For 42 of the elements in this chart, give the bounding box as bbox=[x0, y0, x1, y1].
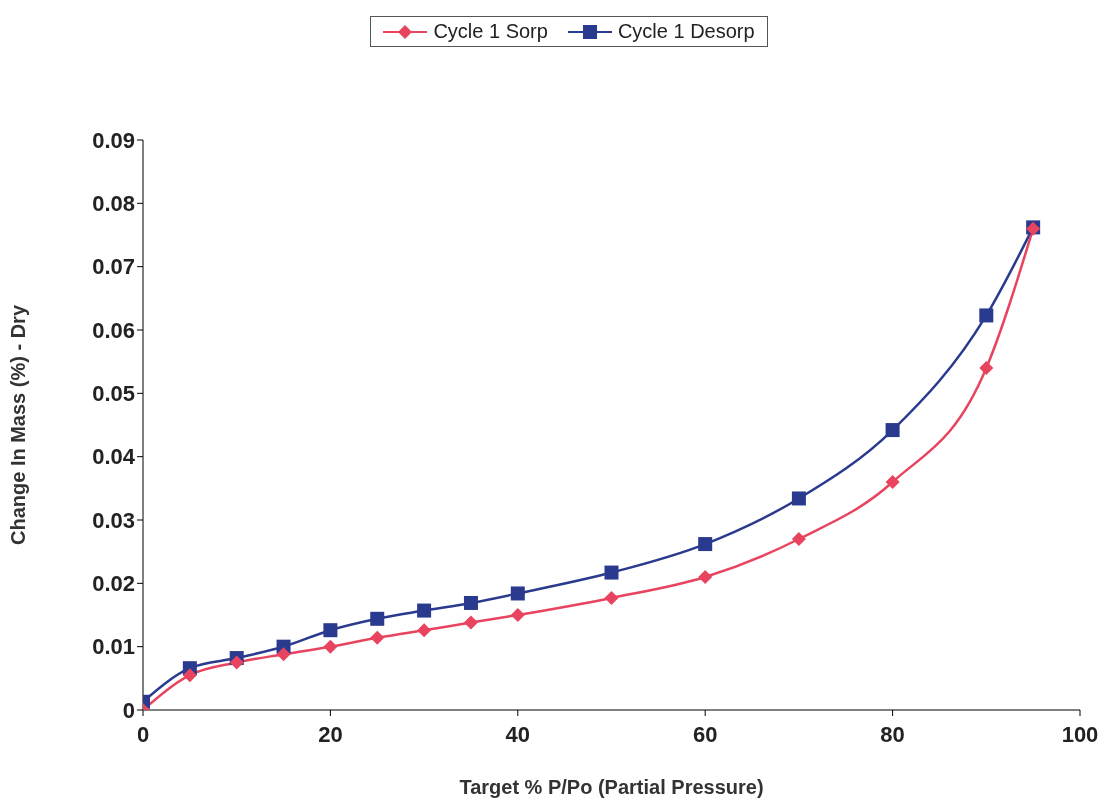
y-tick-label: 0.09 bbox=[92, 127, 135, 153]
point bbox=[979, 361, 994, 375]
legend-label: Cycle 1 Sorp bbox=[432, 20, 548, 43]
y-tick-label: 0.05 bbox=[92, 381, 135, 407]
point bbox=[510, 586, 525, 601]
y-tick-label: 0.06 bbox=[92, 317, 135, 343]
legend-label: Cycle 1 Desorp bbox=[616, 20, 755, 43]
y-tick-label: 0.03 bbox=[92, 507, 135, 533]
y-tick-label: 0.01 bbox=[92, 634, 135, 660]
point bbox=[885, 423, 900, 438]
point bbox=[604, 565, 619, 580]
x-axis-title: Target % P/Po (Partial Pressure) bbox=[459, 776, 764, 798]
x-tick-label: 100 bbox=[1061, 721, 1099, 747]
y-tick-label: 0.04 bbox=[92, 444, 136, 470]
y-axis-title: Change In Mass (%) - Dry bbox=[7, 304, 30, 546]
point bbox=[276, 647, 291, 662]
point bbox=[229, 655, 244, 670]
point bbox=[791, 532, 806, 546]
point bbox=[698, 570, 713, 584]
point bbox=[979, 308, 994, 323]
x-tick-label: 40 bbox=[505, 721, 531, 747]
x-tick-label: 60 bbox=[692, 721, 718, 747]
point bbox=[417, 623, 432, 638]
point bbox=[463, 615, 478, 630]
point bbox=[463, 595, 478, 610]
x-tick-label: 20 bbox=[318, 721, 343, 747]
x-tick-label: 80 bbox=[880, 721, 905, 747]
y-tick-label: 0.07 bbox=[92, 254, 135, 280]
y-tick-label: 0.02 bbox=[92, 571, 135, 597]
point bbox=[182, 668, 197, 683]
point bbox=[698, 537, 713, 552]
point bbox=[323, 639, 338, 654]
y-tick-label: 0.08 bbox=[92, 191, 135, 217]
point bbox=[370, 611, 385, 626]
point bbox=[791, 491, 806, 506]
point bbox=[510, 608, 525, 622]
y-tick-label: 0 bbox=[122, 697, 135, 723]
point bbox=[604, 590, 619, 605]
point bbox=[370, 630, 385, 645]
point bbox=[417, 603, 432, 618]
point bbox=[323, 623, 338, 638]
point bbox=[885, 475, 900, 489]
